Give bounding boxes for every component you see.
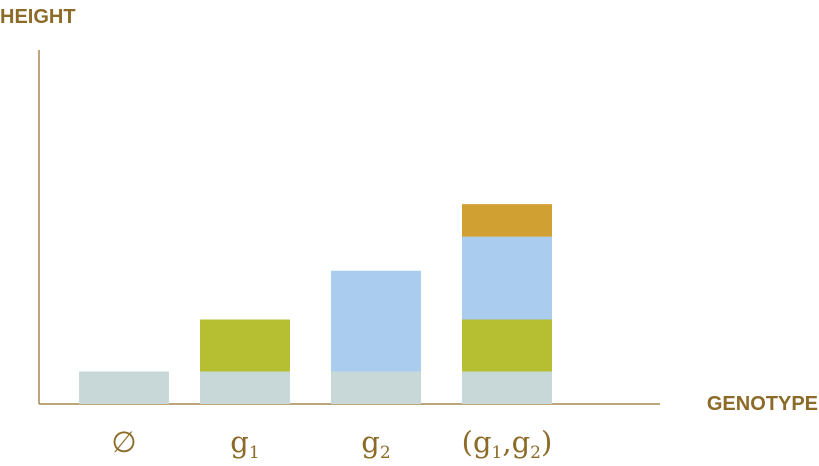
bar-segment-2-2 [331, 270, 421, 372]
bar-segment-1-0 [200, 371, 290, 404]
x-tick-label-part: 1 [249, 443, 260, 463]
y-axis-title: HEIGHT [0, 6, 76, 28]
bars-group [79, 204, 552, 404]
x-tick-label-0: ∅ [111, 425, 136, 459]
tick-labels-group: ∅ g1 g2 (g1,g2) [111, 425, 552, 463]
x-tick-label-part: ) [541, 425, 552, 459]
x-tick-label-part: (g [462, 425, 492, 459]
x-tick-label-3: (g1,g2) [462, 425, 553, 463]
x-tick-label-part: ∅ [111, 425, 136, 459]
bar-segment-3-3 [462, 204, 552, 237]
x-tick-label-part: g [361, 425, 380, 459]
x-tick-label-part: 1 [492, 443, 503, 463]
bar-segment-2-0 [331, 371, 421, 404]
x-tick-label-part: ,g [502, 425, 530, 459]
x-tick-label-1: g1 [230, 425, 259, 463]
bar-segment-3-2 [462, 236, 552, 320]
bar-segment-3-1 [462, 319, 552, 372]
x-tick-label-part: 2 [380, 443, 391, 463]
x-axis-title: GENOTYPE [707, 393, 818, 415]
bar-segment-1-1 [200, 319, 290, 372]
x-tick-label-part: g [230, 425, 249, 459]
x-tick-label-2: g2 [361, 425, 390, 463]
bar-segment-3-0 [462, 371, 552, 404]
bar-segment-0-0 [79, 371, 169, 404]
x-tick-label-part: 2 [530, 443, 541, 463]
